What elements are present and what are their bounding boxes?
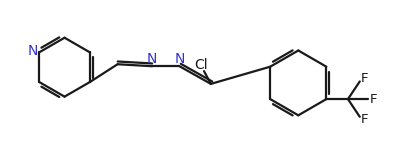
Text: F: F [361,72,369,85]
Text: F: F [370,93,377,106]
Text: N: N [147,52,157,66]
Text: N: N [28,44,38,58]
Text: F: F [361,113,369,126]
Text: N: N [174,52,184,66]
Text: Cl: Cl [194,58,208,72]
